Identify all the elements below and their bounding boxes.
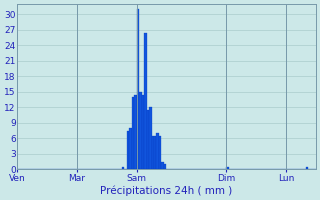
Bar [147, 110, 149, 169]
Bar [164, 164, 166, 169]
Bar [139, 92, 141, 169]
Bar [154, 136, 156, 169]
Bar [159, 136, 162, 169]
Bar [137, 9, 139, 169]
Bar [149, 107, 151, 169]
Bar [151, 136, 154, 169]
Bar [132, 97, 134, 169]
Bar [162, 162, 164, 169]
Bar [129, 128, 132, 169]
Bar [141, 95, 144, 169]
Bar [122, 167, 124, 169]
Bar [226, 167, 229, 169]
Bar [127, 131, 129, 169]
Bar [156, 133, 159, 169]
Bar [144, 33, 147, 169]
X-axis label: Précipitations 24h ( mm ): Précipitations 24h ( mm ) [100, 185, 233, 196]
Bar [306, 167, 308, 169]
Bar [134, 95, 137, 169]
